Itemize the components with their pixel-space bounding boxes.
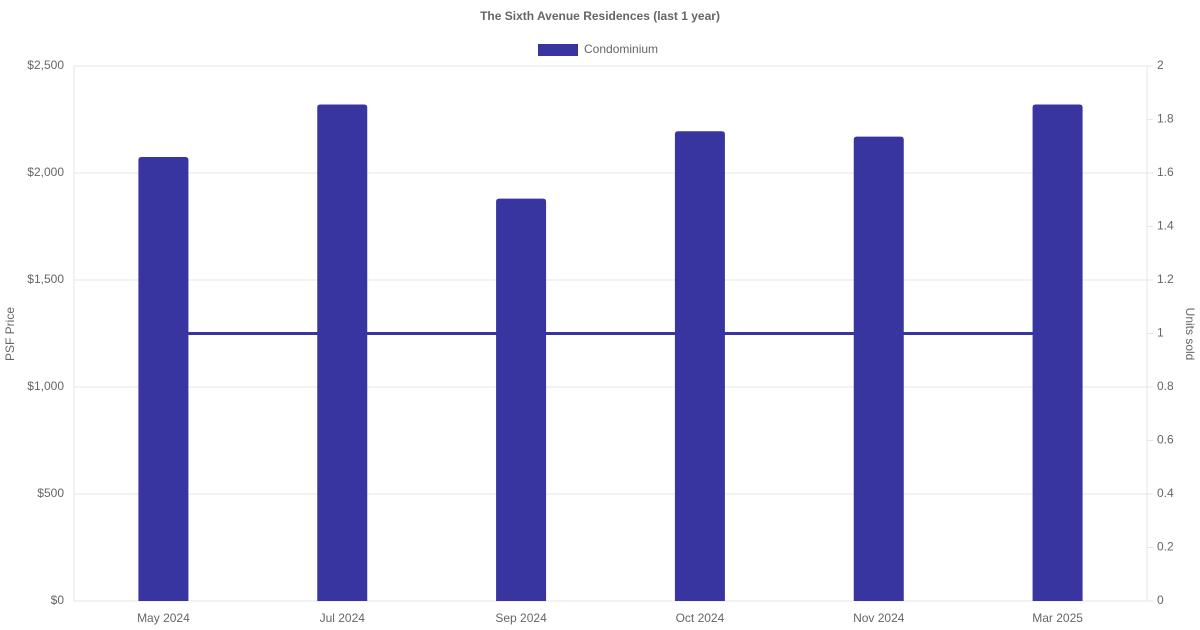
y-tick-label: $1,000	[27, 379, 64, 393]
y-tick-label: $1,500	[27, 272, 64, 286]
y-tick-label: $0	[51, 593, 65, 607]
bar	[853, 136, 904, 601]
chart-title: The Sixth Avenue Residences (last 1 year…	[480, 9, 720, 23]
y-tick-label: $2,000	[27, 165, 64, 179]
y2-tick-label: 0.2	[1157, 540, 1174, 554]
x-tick-label: Oct 2024	[676, 611, 725, 625]
legend-swatch	[538, 44, 578, 56]
x-tick-label: May 2024	[137, 611, 190, 625]
legend-label: Condominium	[584, 42, 658, 56]
x-tick-label: Mar 2025	[1032, 611, 1083, 625]
y2-axis-title: Units sold	[1183, 308, 1197, 361]
y2-tick-label: 2	[1157, 58, 1164, 72]
x-tick-label: Jul 2024	[320, 611, 366, 625]
x-tick-label: Sep 2024	[495, 611, 547, 625]
bar	[317, 104, 368, 602]
x-tick-label: Nov 2024	[853, 611, 905, 625]
y2-tick-label: 1.6	[1157, 165, 1174, 179]
y2-tick-label: 1.8	[1157, 112, 1174, 126]
y2-tick-label: 1.4	[1157, 219, 1174, 233]
y2-tick-label: 0.6	[1157, 433, 1174, 447]
y2-tick-label: 0.4	[1157, 486, 1174, 500]
bar	[1032, 104, 1083, 602]
bar	[674, 131, 725, 601]
y2-tick-label: 1	[1157, 326, 1164, 340]
y2-tick-label: 0	[1157, 593, 1164, 607]
y-axis-title: PSF Price	[3, 307, 17, 361]
y2-tick-label: 1.2	[1157, 272, 1174, 286]
bar	[138, 156, 189, 601]
bar	[496, 198, 547, 601]
y-tick-label: $500	[37, 486, 64, 500]
y-tick-label: $2,500	[27, 58, 64, 72]
y2-tick-label: 0.8	[1157, 379, 1174, 393]
